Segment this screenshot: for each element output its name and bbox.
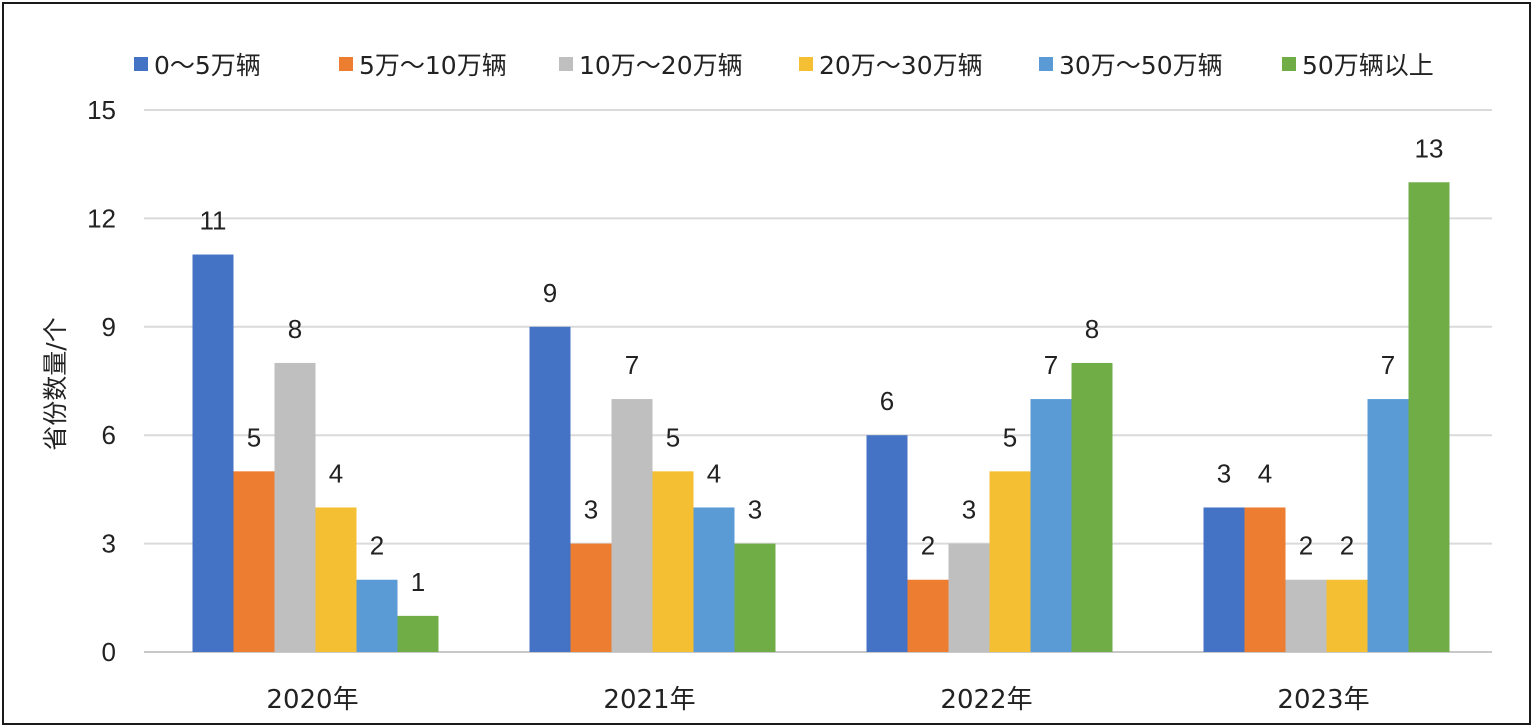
bar xyxy=(693,507,735,652)
bar xyxy=(233,471,275,652)
data-label: 3 xyxy=(1217,458,1231,488)
bar xyxy=(356,579,398,652)
bar xyxy=(1285,579,1327,652)
data-label: 7 xyxy=(1044,350,1058,380)
y-tick-label: 12 xyxy=(87,203,116,233)
bar xyxy=(866,435,908,652)
bar xyxy=(611,399,653,652)
data-label: 3 xyxy=(748,495,762,525)
data-label: 2 xyxy=(1299,531,1313,561)
legend-swatch xyxy=(1282,57,1296,71)
data-label: 7 xyxy=(1381,350,1395,380)
bar xyxy=(734,543,776,652)
y-tick-label: 0 xyxy=(102,637,116,667)
bar xyxy=(1408,182,1450,652)
bar xyxy=(274,362,316,652)
data-label: 13 xyxy=(1415,133,1444,163)
y-axis-label: 省份数量/个 xyxy=(41,317,70,450)
legend-label: 5万～10万辆 xyxy=(359,51,507,80)
bar xyxy=(529,326,571,652)
data-label: 6 xyxy=(880,386,894,416)
bar xyxy=(315,507,357,652)
legend-label: 0～5万辆 xyxy=(154,51,261,80)
y-tick-label: 3 xyxy=(102,529,116,559)
data-label: 2 xyxy=(921,531,935,561)
bar xyxy=(1244,507,1286,652)
data-label: 2 xyxy=(370,531,384,561)
legend-swatch xyxy=(1039,57,1053,71)
bar xyxy=(1030,399,1072,652)
legend-swatch xyxy=(799,57,813,71)
bar xyxy=(948,543,990,652)
y-tick-label: 9 xyxy=(102,312,116,342)
data-label: 4 xyxy=(707,458,721,488)
data-label: 3 xyxy=(962,495,976,525)
x-category-label: 2021年 xyxy=(603,685,695,715)
bar xyxy=(1071,362,1113,652)
bar xyxy=(1326,579,1368,652)
data-label: 4 xyxy=(329,458,343,488)
data-label: 11 xyxy=(200,206,227,236)
data-label: 7 xyxy=(625,350,639,380)
data-label: 8 xyxy=(1085,314,1099,344)
bar xyxy=(907,579,949,652)
legend-label: 20万～30万辆 xyxy=(819,51,983,80)
bars xyxy=(192,182,1450,653)
data-label: 2 xyxy=(1340,531,1354,561)
legend-label: 10万～20万辆 xyxy=(579,51,743,80)
data-label: 3 xyxy=(584,495,598,525)
y-axis-ticks: 0 3 6 9 12 15 xyxy=(87,95,116,667)
bar xyxy=(397,615,439,652)
data-label: 1 xyxy=(411,567,425,597)
data-label: 4 xyxy=(1258,458,1272,488)
x-category-label: 2020年 xyxy=(266,685,358,715)
bar xyxy=(1203,507,1245,652)
bar xyxy=(192,254,234,653)
y-tick-label: 15 xyxy=(87,95,116,125)
x-axis-categories: 2020年 2021年 2022年 2023年 xyxy=(266,685,1369,715)
data-label: 5 xyxy=(666,422,680,452)
data-label: 5 xyxy=(1003,422,1017,452)
bar xyxy=(570,543,612,652)
y-tick-label: 6 xyxy=(102,420,116,450)
legend-label: 50万辆以上 xyxy=(1302,51,1434,80)
x-category-label: 2022年 xyxy=(940,685,1032,715)
legend-swatch xyxy=(339,57,353,71)
legend-swatch xyxy=(134,57,148,71)
legend-label: 30万～50万辆 xyxy=(1059,51,1223,80)
legend-swatch xyxy=(559,57,573,71)
data-label: 5 xyxy=(247,422,261,452)
bar xyxy=(652,471,694,652)
x-category-label: 2023年 xyxy=(1277,685,1369,715)
data-label: 9 xyxy=(543,278,557,308)
legend: 0～5万辆 5万～10万辆 10万～20万辆 20万～30万辆 30万～50万辆 50万辆… xyxy=(134,51,1434,80)
bar xyxy=(989,471,1031,652)
data-label: 8 xyxy=(288,314,302,344)
bar xyxy=(1367,399,1409,652)
